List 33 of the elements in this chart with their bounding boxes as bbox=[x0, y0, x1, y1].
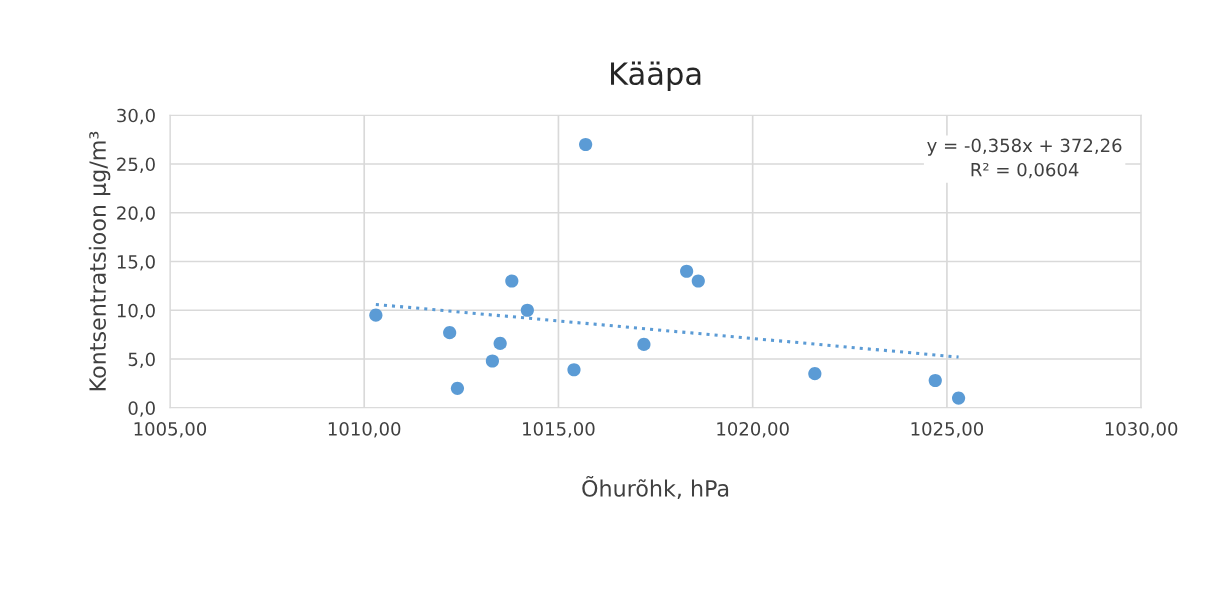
annotation: y = -0,358x + 372,26 bbox=[927, 138, 1122, 156]
x-tick-label: 1025,00 bbox=[911, 422, 984, 438]
point bbox=[579, 137, 593, 152]
x-tick-label: 1015,00 bbox=[523, 422, 595, 438]
point bbox=[951, 391, 966, 405]
point bbox=[808, 367, 822, 381]
point bbox=[450, 381, 465, 395]
y-tick-label: 5,0 bbox=[128, 352, 155, 368]
point bbox=[485, 354, 499, 368]
x-tick-label: 1020,00 bbox=[717, 422, 789, 438]
x-tick-label: 1030,00 bbox=[1105, 422, 1178, 438]
y-tick-label: 20,0 bbox=[117, 206, 155, 222]
point bbox=[691, 274, 705, 288]
y-tick-label: 10,0 bbox=[117, 303, 155, 320]
annotation: R² = 0,0604 bbox=[971, 162, 1079, 179]
point bbox=[928, 373, 942, 388]
y-tick-label: 15,0 bbox=[117, 254, 155, 271]
point bbox=[505, 274, 519, 288]
x-tick-label: 1010,00 bbox=[328, 422, 401, 438]
x-axis-title: Õhurõhk, hPa bbox=[582, 476, 729, 499]
chart-title: Kääpa bbox=[611, 61, 701, 92]
y-axis-title: Kontsentratsioon µg/m³ bbox=[88, 131, 111, 391]
point bbox=[493, 336, 507, 351]
y-tick-label: 30,0 bbox=[117, 108, 155, 125]
x-tick-label: 1005,00 bbox=[134, 422, 207, 438]
point bbox=[443, 326, 457, 340]
point bbox=[637, 337, 651, 351]
point bbox=[567, 363, 581, 377]
point bbox=[520, 303, 534, 317]
y-tick-label: 0,0 bbox=[128, 401, 155, 417]
y-tick-label: 25,0 bbox=[117, 157, 155, 173]
point bbox=[369, 308, 383, 322]
point bbox=[680, 264, 694, 278]
